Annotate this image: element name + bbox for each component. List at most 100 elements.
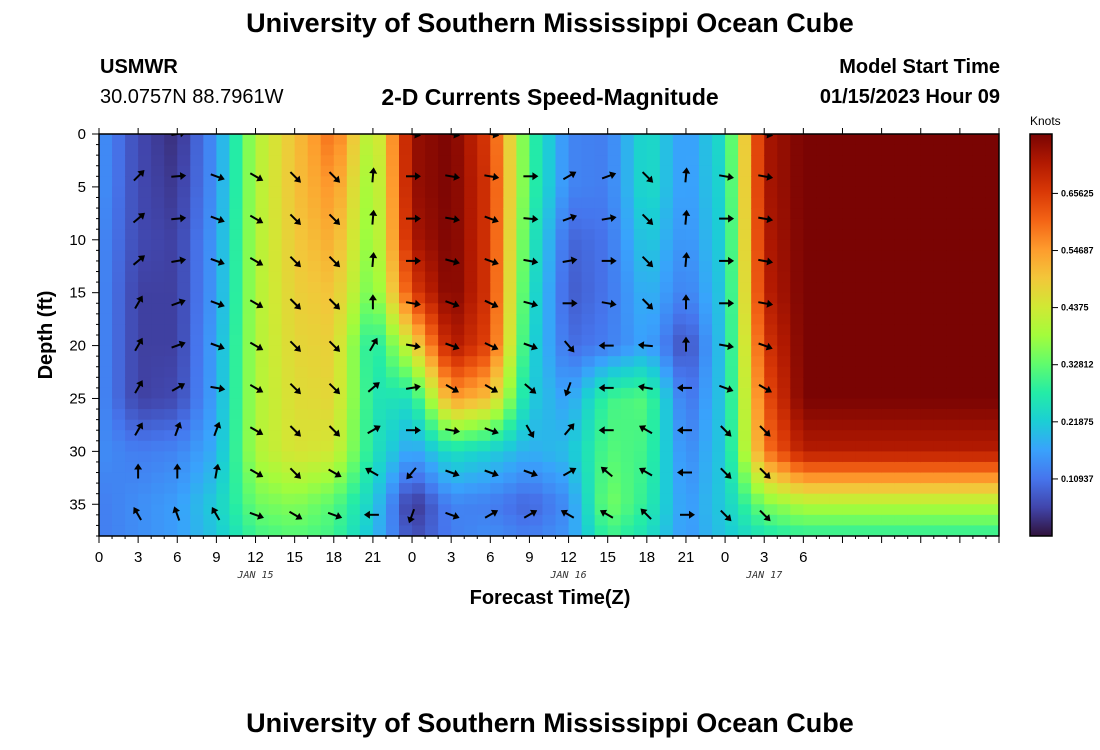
heatmap-cell [464,377,478,389]
heatmap-cell [385,345,400,357]
heatmap-cell [190,229,204,241]
heatmap-cell [112,313,126,326]
heatmap-cell [385,260,400,273]
heatmap-cell [607,472,622,484]
heatmap-cell [438,461,452,474]
arrow-head [179,214,187,223]
heatmap-cell [307,335,322,347]
heatmap-cell [333,472,348,484]
heatmap-cell [412,356,426,368]
heatmap-cell [790,356,804,368]
heatmap-cell [203,144,217,156]
heatmap-cell [542,335,557,347]
heatmap-cell [620,144,635,156]
heatmap-cell [712,483,726,495]
heatmap-cell [294,186,309,199]
heatmap-cell [712,260,726,273]
heatmap-cell [751,504,765,516]
heatmap-cell [138,345,152,357]
heatmap-cell [764,440,778,452]
heatmap-cell [529,356,544,368]
heatmap-cell [229,134,244,146]
arrow-head [369,252,378,259]
arrow-head [530,342,538,351]
heatmap-cell [959,134,974,146]
heatmap-cell [633,419,648,431]
heatmap-cell [620,366,635,378]
heatmap-cell [842,504,857,516]
heatmap-cell [164,356,178,368]
current-arrow [719,384,734,393]
heatmap-cell [738,419,752,431]
heatmap-cell [464,335,478,347]
heatmap-cell [659,144,674,156]
heatmap-cell [959,197,974,209]
heatmap-cell [307,260,322,273]
heatmap-cell [307,525,322,536]
heatmap-cell [477,525,491,536]
heatmap-cell [268,165,283,177]
heatmap-cell [555,197,570,209]
heatmap-cell [816,250,831,262]
heatmap-cell [307,398,322,410]
heatmap-cell [294,440,309,452]
heatmap-cell [112,451,126,463]
heatmap-cell [503,387,517,400]
heatmap-cell [399,176,413,188]
heatmap-cell [320,176,335,188]
heatmap-cell [99,440,113,452]
heatmap-cell [372,419,387,431]
heatmap-cell [464,398,478,410]
heatmap-cell [685,483,700,495]
heatmap-cell [320,197,335,209]
heatmap-cell [777,514,791,527]
heatmap-cell [868,250,883,262]
heatmap-cell [542,483,557,495]
heatmap-cell [307,176,322,188]
heatmap-cell [581,250,596,262]
heatmap-cell [359,472,374,484]
heatmap-cell [177,472,191,484]
heatmap-cell [699,155,713,167]
heatmap-cell [829,387,844,400]
heatmap-cell [790,313,804,326]
heatmap-cell [777,155,791,167]
heatmap-cell [333,483,348,495]
heatmap-cell [868,144,883,156]
heatmap-cell [164,134,178,146]
heatmap-cell [933,419,948,431]
heatmap-cell [255,461,270,474]
heatmap-cell [985,197,999,209]
heatmap-cell [385,377,400,389]
heatmap-cell [529,165,544,177]
heatmap-cell [568,155,583,167]
heatmap-cell [907,514,922,527]
heatmap-cell [868,208,883,220]
y-tick-label: 25 [69,390,86,407]
heatmap-cell [803,229,817,241]
heatmap-cell [320,493,335,505]
heatmap-cell [333,493,348,505]
heatmap-cell [99,239,113,251]
heatmap-cell [359,282,374,294]
heatmap-cell [933,461,948,474]
heatmap-cell [712,514,726,527]
heatmap-cell [907,493,922,505]
heatmap-cell [190,155,204,167]
heatmap-cell [790,430,804,442]
heatmap-cell [399,335,413,347]
heatmap-cell [738,366,752,378]
heatmap-cell [646,514,661,527]
arrow-head [256,216,264,224]
arrow-head [333,429,341,437]
heatmap-cell [438,419,452,431]
heatmap-cell [164,292,178,304]
heatmap-cell [190,134,204,146]
heatmap-cell [712,356,726,368]
heatmap-cell [738,440,752,452]
heatmap-cell [920,155,935,167]
heatmap-cell [764,419,778,431]
heatmap-cell [412,303,426,315]
heatmap-cell [855,451,870,463]
arrow-head [134,463,143,470]
